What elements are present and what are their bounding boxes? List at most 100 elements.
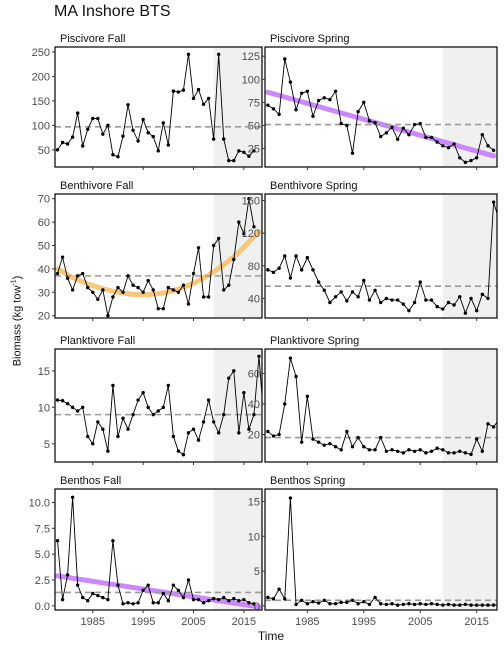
y-tick-label: 60: [248, 368, 260, 380]
data-point: [266, 268, 269, 271]
data-point: [126, 103, 129, 106]
data-point: [300, 440, 303, 443]
data-point: [492, 200, 495, 203]
data-point: [413, 123, 416, 126]
data-point: [91, 592, 94, 595]
data-point: [121, 291, 124, 294]
data-point: [379, 602, 382, 605]
data-point: [232, 597, 235, 600]
panel-title: Piscivore Fall: [60, 33, 125, 45]
x-tick-label: 1985: [295, 616, 319, 628]
data-point: [212, 597, 215, 600]
y-tick-label: 75: [248, 97, 260, 109]
data-point: [101, 427, 104, 430]
data-point: [441, 448, 444, 451]
data-point: [192, 598, 195, 601]
data-point: [379, 301, 382, 304]
data-point: [96, 594, 99, 597]
data-point: [277, 113, 280, 116]
data-point: [294, 254, 297, 257]
data-point: [402, 603, 405, 606]
data-point: [101, 288, 104, 291]
data-point: [81, 144, 84, 147]
y-tick-label: 30: [38, 287, 50, 299]
panel-plot-area: [55, 194, 262, 318]
data-point: [498, 219, 501, 222]
panel-plot-area: [55, 349, 266, 462]
data-point: [311, 600, 314, 603]
data-point: [424, 451, 427, 454]
data-point: [323, 289, 326, 292]
data-point: [152, 601, 155, 604]
panel-piscivore-fall: Piscivore Fall 50 100 150 200 250: [32, 33, 262, 170]
y-tick-label: 40: [248, 399, 260, 411]
data-point: [136, 286, 139, 289]
data-point: [345, 430, 348, 433]
panel-title: Planktivore Spring: [270, 335, 359, 347]
data-point: [345, 299, 348, 302]
data-point: [424, 298, 427, 301]
data-point: [407, 448, 410, 451]
panel-plot-area: [55, 47, 262, 167]
data-point: [177, 90, 180, 93]
panel-benthos-fall: Benthos Fall0.02.55.07.510.01985 1995 2005…: [29, 475, 262, 628]
data-point: [131, 602, 134, 605]
data-point: [146, 406, 149, 409]
data-point: [222, 596, 225, 599]
data-point: [498, 603, 501, 606]
data-point: [217, 598, 220, 601]
y-tick-label: 150: [32, 96, 50, 108]
data-point: [177, 589, 180, 592]
data-point: [419, 602, 422, 605]
panel-piscivore-spring: Piscivore Spring255075100125: [242, 33, 497, 170]
data-point: [66, 142, 69, 145]
data-point: [202, 103, 205, 106]
data-point: [272, 597, 275, 600]
data-point: [172, 435, 175, 438]
data-point: [81, 406, 84, 409]
data-point: [413, 301, 416, 304]
data-point: [340, 448, 343, 451]
data-point: [481, 293, 484, 296]
data-point: [362, 279, 365, 282]
data-point: [56, 398, 59, 401]
panel-title: Benthos Spring: [270, 475, 345, 487]
data-point: [136, 139, 139, 142]
data-point: [56, 539, 59, 542]
data-point: [317, 280, 320, 283]
data-point: [71, 496, 74, 499]
data-point: [492, 149, 495, 152]
data-point: [106, 449, 109, 452]
recent-period-shade: [443, 349, 497, 462]
data-point: [162, 592, 165, 595]
data-point: [334, 445, 337, 448]
data-point: [56, 272, 59, 275]
data-point: [237, 149, 240, 152]
data-point: [294, 603, 297, 606]
y-tick-label: 40: [248, 293, 260, 305]
y-tick-label: 125: [242, 51, 260, 63]
data-point: [232, 159, 235, 162]
data-point: [157, 601, 160, 604]
data-point: [277, 587, 280, 590]
data-point: [116, 583, 119, 586]
data-point: [492, 603, 495, 606]
data-point: [351, 290, 354, 293]
y-tick-label: 50: [38, 240, 50, 252]
data-point: [66, 402, 69, 405]
data-point: [424, 603, 427, 606]
data-point: [356, 602, 359, 605]
x-tick-label: 2015: [464, 616, 488, 628]
data-point: [469, 603, 472, 606]
panel-title: Benthos Fall: [60, 475, 121, 487]
data-point: [481, 603, 484, 606]
data-point: [141, 118, 144, 121]
data-point: [492, 425, 495, 428]
data-point: [413, 603, 416, 606]
y-tick-label: 20: [38, 311, 50, 323]
y-tick-label: 160: [242, 196, 260, 208]
data-point: [272, 271, 275, 274]
data-point: [91, 291, 94, 294]
data-point: [247, 601, 250, 604]
data-point: [217, 53, 220, 56]
